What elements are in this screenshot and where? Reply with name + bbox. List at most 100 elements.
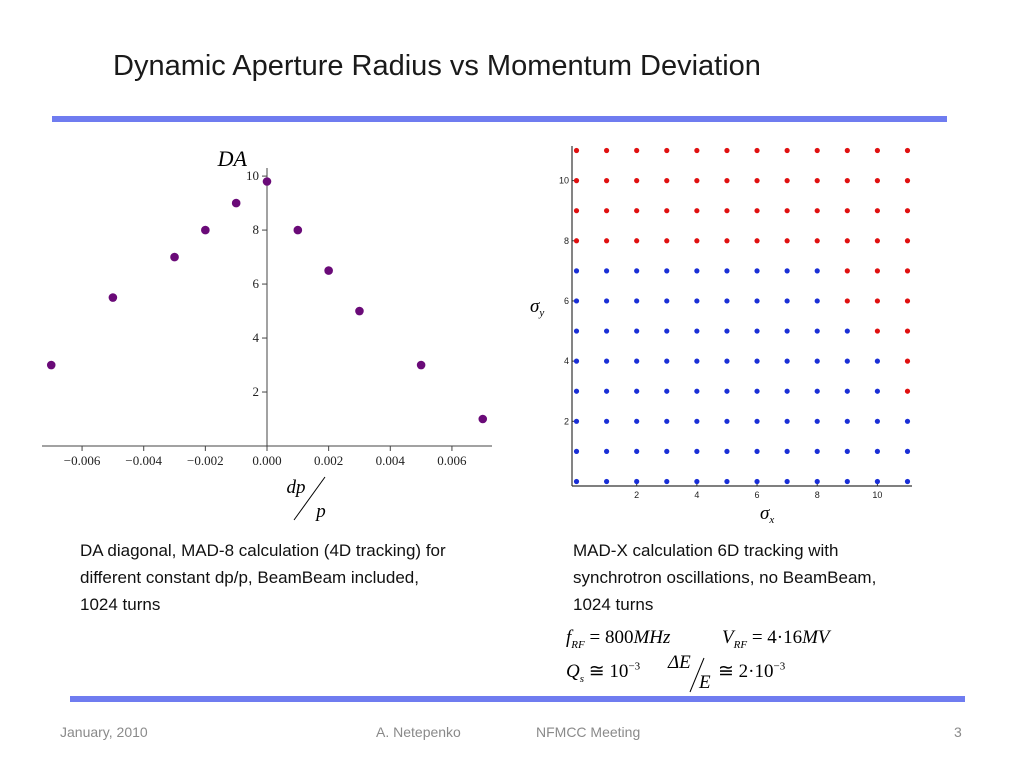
footer-date: January, 2010 — [60, 724, 148, 740]
data-point — [108, 293, 118, 302]
x-tick-label: 10 — [872, 490, 882, 500]
grid-point — [634, 328, 640, 334]
grid-point — [844, 178, 850, 184]
grid-point — [784, 478, 790, 485]
grid-point — [604, 418, 610, 424]
grid-point — [724, 388, 730, 394]
x-axis-label: σx — [760, 503, 774, 526]
y-axis-label: DA — [217, 146, 248, 171]
grid-point — [754, 418, 760, 424]
grid-point — [664, 268, 670, 274]
grid-point — [754, 328, 760, 334]
grid-point — [573, 478, 580, 485]
x-axis-label-slash — [293, 476, 326, 521]
grid-point — [814, 208, 820, 214]
y-tick-label: 10 — [246, 168, 259, 183]
grid-point — [844, 147, 850, 154]
de-value-wrap: ≅ 2·10−3 — [718, 660, 785, 683]
grid-point — [904, 328, 911, 334]
grid-point — [904, 147, 911, 154]
grid-point — [784, 328, 790, 334]
q-value: ≅ 10 — [588, 661, 629, 682]
grid-point — [694, 448, 700, 454]
grid-point — [904, 238, 911, 244]
data-point — [293, 225, 303, 235]
grid-point — [784, 298, 790, 304]
grid-point — [573, 268, 580, 274]
caption-left: DA diagonal, MAD-8 calculation (4D track… — [80, 541, 446, 614]
grid-point — [844, 268, 850, 274]
grid-point — [724, 208, 730, 214]
grid-point — [844, 238, 850, 244]
grid-point — [573, 328, 580, 334]
sigma-grid-chart: 2 4 6 8 10 2 4 6 8 10 σx σy — [530, 146, 912, 526]
grid-point — [724, 178, 730, 184]
y-tick-label: 10 — [559, 176, 569, 186]
grid-point — [634, 478, 640, 485]
de-exponent: −3 — [773, 660, 786, 673]
grid-point — [754, 147, 760, 154]
y-tick-label: 4 — [564, 356, 569, 366]
grid-point — [694, 418, 700, 424]
grid-point — [754, 388, 760, 394]
f-value: = 800 — [589, 627, 634, 648]
grid-point — [664, 328, 670, 334]
footer-page-number: 3 — [954, 724, 962, 740]
grid-point — [814, 418, 820, 424]
x-tick-label: 2 — [634, 490, 639, 500]
grid-point — [634, 208, 640, 214]
grid-point — [754, 478, 760, 485]
grid-point — [634, 238, 640, 244]
x-tick-label: 8 — [815, 490, 820, 500]
data-point — [324, 266, 333, 275]
grid-point — [573, 147, 580, 154]
data-point — [355, 306, 364, 316]
data-point — [231, 198, 241, 208]
grid-point — [604, 388, 610, 394]
grid-point — [784, 448, 790, 454]
grid-point — [844, 448, 850, 454]
x-tick-label: 0.004 — [376, 453, 406, 468]
grid-point — [634, 298, 640, 304]
grid-point — [874, 238, 880, 244]
x-tick-label: −0.004 — [125, 453, 162, 468]
y-tick-label: 6 — [253, 276, 260, 291]
grid-point — [604, 238, 610, 244]
grid-point — [844, 418, 850, 424]
grid-point — [694, 238, 700, 244]
grid-point — [904, 208, 911, 214]
grid-point — [904, 268, 911, 274]
grid-point — [694, 268, 700, 274]
grid-point — [754, 208, 760, 214]
x-tick-label: −0.002 — [187, 453, 224, 468]
grid-point — [634, 178, 640, 184]
grid-point — [664, 418, 670, 424]
caption-right: MAD-X calculation 6D tracking with synch… — [573, 541, 877, 614]
y-tick-label: 4 — [253, 330, 260, 345]
v-value: = 4·16 — [751, 627, 803, 648]
f-unit: MHz — [633, 627, 671, 648]
grid-point — [694, 358, 700, 364]
grid-point — [754, 268, 760, 274]
data-point — [416, 360, 426, 370]
x-tick-label: 4 — [694, 490, 699, 500]
grid-point — [904, 178, 911, 184]
grid-point — [664, 147, 670, 154]
grid-point — [694, 147, 700, 154]
v-unit: MV — [802, 627, 830, 648]
q-subscript: s — [579, 672, 585, 685]
grid-point — [814, 298, 820, 304]
grid-point — [784, 388, 790, 394]
f-symbol: f — [566, 627, 572, 648]
grid-point — [874, 298, 880, 304]
data-point — [201, 225, 210, 235]
grid-point — [754, 238, 760, 244]
grid-point — [604, 298, 610, 304]
grid-point — [814, 328, 820, 334]
data-point — [478, 414, 488, 424]
grid-point — [664, 238, 670, 244]
grid-point — [754, 358, 760, 364]
grid-point — [724, 478, 730, 485]
grid-point — [573, 208, 580, 214]
